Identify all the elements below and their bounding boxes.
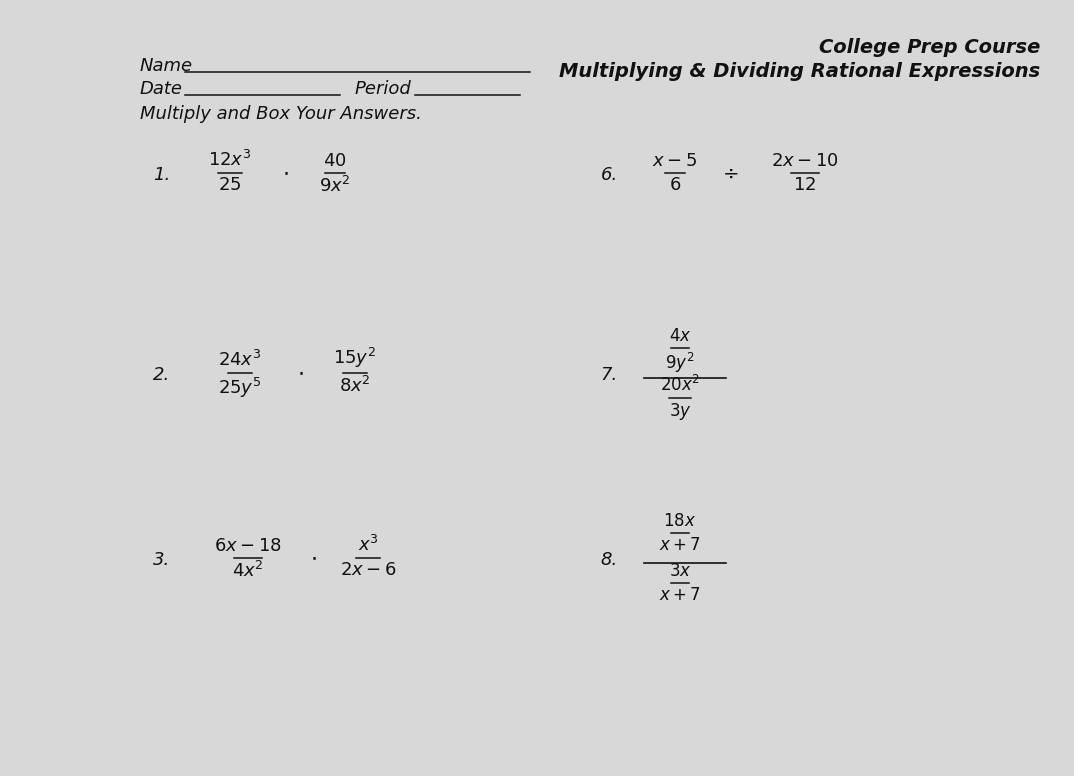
Text: $9x^2$: $9x^2$ <box>319 176 351 196</box>
Text: $4x$: $4x$ <box>669 327 692 345</box>
Text: $x-5$: $x-5$ <box>652 152 697 170</box>
Text: $6x-18$: $6x-18$ <box>214 537 282 555</box>
Text: $12$: $12$ <box>794 176 816 194</box>
Text: 1.: 1. <box>153 166 170 184</box>
Text: $15y^2$: $15y^2$ <box>333 346 377 370</box>
Text: College Prep Course: College Prep Course <box>818 38 1040 57</box>
Text: $9y^2$: $9y^2$ <box>665 351 695 375</box>
Text: $x+7$: $x+7$ <box>659 586 701 604</box>
Text: $x^3$: $x^3$ <box>358 535 378 555</box>
Text: $\div$: $\div$ <box>722 164 738 182</box>
Text: Date: Date <box>140 80 183 98</box>
Text: $2x-10$: $2x-10$ <box>771 152 839 170</box>
Text: 3.: 3. <box>153 551 170 569</box>
Text: Period: Period <box>355 80 411 98</box>
Text: Multiply and Box Your Answers.: Multiply and Box Your Answers. <box>140 105 422 123</box>
Text: $\cdot$: $\cdot$ <box>309 548 317 568</box>
Text: $18x$: $18x$ <box>664 512 697 530</box>
Text: $3y$: $3y$ <box>669 401 692 422</box>
Text: $24x^3$: $24x^3$ <box>218 350 262 370</box>
Text: $\cdot$: $\cdot$ <box>296 363 303 383</box>
Text: $6$: $6$ <box>669 176 681 194</box>
Text: $x+7$: $x+7$ <box>659 536 701 554</box>
Text: $\cdot$: $\cdot$ <box>281 163 288 183</box>
Text: $25y^5$: $25y^5$ <box>218 376 262 400</box>
Text: $20x^2$: $20x^2$ <box>659 375 700 395</box>
Text: 6.: 6. <box>600 166 618 184</box>
Text: $8x^2$: $8x^2$ <box>339 376 371 396</box>
Text: Multiplying & Dividing Rational Expressions: Multiplying & Dividing Rational Expressi… <box>558 62 1040 81</box>
Text: $2x-6$: $2x-6$ <box>339 561 396 579</box>
Text: $4x^2$: $4x^2$ <box>232 561 264 581</box>
Text: $3x$: $3x$ <box>669 562 692 580</box>
Text: Name: Name <box>140 57 193 75</box>
Text: 7.: 7. <box>600 366 618 384</box>
Text: $40$: $40$ <box>323 152 347 170</box>
Text: 8.: 8. <box>600 551 618 569</box>
Text: $25$: $25$ <box>218 176 242 194</box>
Text: 2.: 2. <box>153 366 170 384</box>
Text: $12x^3$: $12x^3$ <box>208 150 251 170</box>
